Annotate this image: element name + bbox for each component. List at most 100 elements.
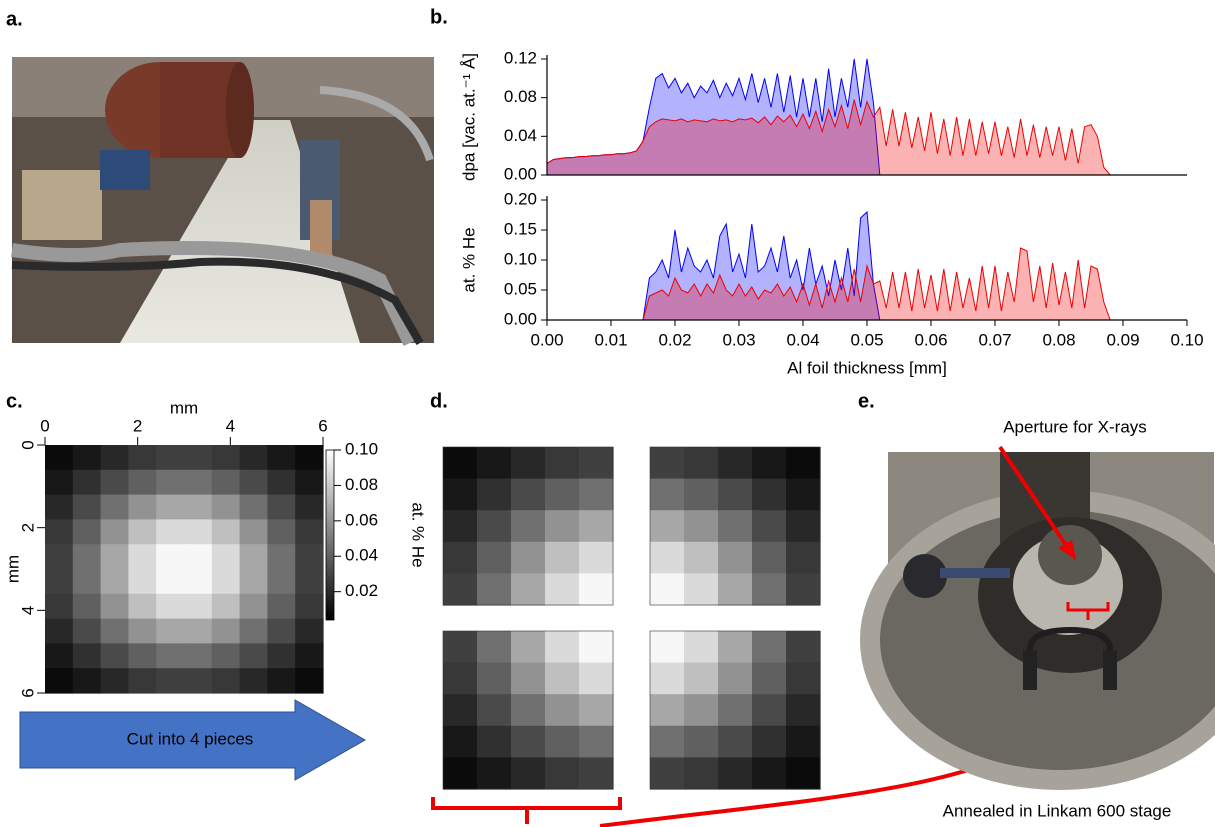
heat-cell (267, 544, 296, 570)
piece-cell (684, 694, 719, 727)
heat-cell (72, 593, 102, 620)
heat-cell (211, 445, 241, 471)
heat-cell (184, 618, 213, 644)
heat-cell (45, 494, 74, 520)
heat-cell (184, 569, 213, 595)
piece-cell (545, 541, 580, 574)
piece-cell (545, 631, 580, 664)
arrow-label: Cut into 4 pieces (127, 729, 254, 748)
area (547, 247, 1187, 321)
piece-cell (718, 510, 753, 543)
y-tick-label: 0.00 (504, 309, 537, 328)
piece-cell (650, 725, 685, 758)
x-tick-label: 0 (40, 416, 49, 435)
heat-cell (128, 593, 157, 620)
piece-cell (752, 541, 787, 574)
heat-cell (156, 618, 185, 644)
y-tick-label: 0 (18, 440, 37, 449)
heat-cell (128, 643, 157, 669)
heat-cell (267, 593, 296, 620)
panel-label: d. (430, 390, 448, 412)
piece-cell (443, 573, 478, 606)
piece-cell (511, 631, 546, 664)
heat-cell (295, 569, 324, 595)
heat-cell (45, 643, 74, 669)
y-tick-label: 0.05 (504, 279, 537, 298)
colorbar-tick-label: 0.04 (345, 546, 378, 565)
piece-cell (752, 573, 787, 606)
heat-cell (267, 469, 296, 496)
piece-cell (752, 694, 787, 727)
y-tick-label: 0.04 (504, 126, 537, 145)
piece-cell (511, 573, 546, 606)
piece-cell (477, 757, 512, 790)
heat-cell (156, 668, 185, 694)
heat-cell (156, 569, 185, 595)
heat-cell (45, 593, 74, 620)
piece-cell (511, 478, 546, 511)
heat-cell (184, 494, 213, 520)
piece-frame (442, 630, 614, 790)
y-axis-label: at. % He (459, 227, 478, 292)
colorbar-tick-label: 0.02 (345, 581, 378, 600)
piece-cell (786, 573, 821, 606)
piece-cell (718, 573, 753, 606)
heat-cell (239, 494, 268, 520)
heat-cell (128, 469, 157, 496)
area (546, 99, 1187, 176)
heat-cell (128, 668, 157, 694)
heat-cell (267, 643, 296, 669)
heat-cell (72, 643, 102, 669)
heat-cell (211, 519, 241, 545)
colorbar-label: at. % He (409, 502, 428, 567)
piece-cell (477, 510, 512, 543)
annotation-arrow (998, 445, 1070, 550)
heat-cell (239, 569, 268, 595)
heat-cell (267, 569, 296, 595)
heat-cell (295, 544, 324, 570)
heat-cell (72, 519, 102, 545)
piece-cell (786, 447, 821, 480)
heat-cell (211, 494, 241, 520)
heat-cell (100, 445, 129, 471)
piece-cell (443, 541, 478, 574)
heat-cell (128, 544, 157, 570)
x-tick-label: 0.05 (850, 330, 883, 349)
piece-cell (786, 510, 821, 543)
piece-cell (650, 694, 685, 727)
panel-label: a. (6, 8, 23, 30)
piece-cell (650, 631, 685, 664)
arrow-head (1058, 540, 1076, 560)
piece-cell (443, 662, 478, 695)
piece-cell (752, 631, 787, 664)
heat-cell (156, 544, 185, 570)
heat-cell (184, 469, 213, 496)
piece-cell (650, 757, 685, 790)
piece-cell (718, 478, 753, 511)
heat-cell (184, 643, 213, 669)
y-axis-label: dpa [vac. at.⁻¹ Å] (459, 53, 478, 181)
piece-cell (752, 478, 787, 511)
heat-cell (100, 469, 129, 496)
piece-cell (786, 757, 821, 790)
heat-cell (184, 445, 213, 471)
heat-cell (100, 618, 129, 644)
heat-cell (295, 668, 324, 694)
piece-cell (684, 478, 719, 511)
heat-cell (45, 445, 74, 471)
piece-cell (684, 447, 719, 480)
piece-cell (786, 694, 821, 727)
piece-cell (579, 541, 614, 574)
heat-cell (156, 494, 185, 520)
heat-cell (239, 643, 268, 669)
heat-cell (156, 519, 185, 545)
heat-cell (72, 469, 102, 496)
colorbar-tick-label: 0.10 (345, 439, 378, 458)
piece-cell (684, 631, 719, 664)
heat-cell (211, 593, 241, 620)
y-tick-label: 4 (18, 606, 37, 615)
x-tick-label: 0.10 (1170, 330, 1203, 349)
piece-cell (579, 447, 614, 480)
panel-label: c. (6, 390, 23, 412)
heat-cell (100, 544, 129, 570)
